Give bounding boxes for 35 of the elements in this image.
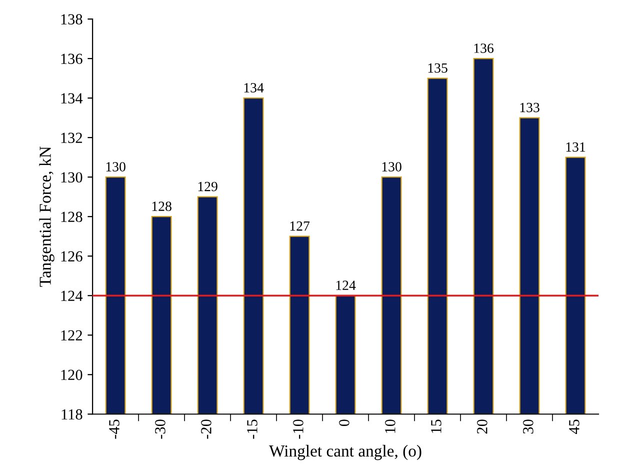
x-axis-title: Winglet cant angle, (o) [269, 444, 422, 460]
x-tick-label: 0 [339, 420, 350, 426]
x-tick-label: -10 [293, 420, 304, 439]
data-label: 134 [244, 83, 264, 92]
y-tick-label: 126 [61, 251, 82, 262]
data-label: 124 [336, 280, 356, 290]
data-label: 130 [106, 162, 126, 172]
y-tick-label: 138 [61, 14, 82, 24]
data-label: 130 [382, 162, 402, 172]
data-label: 131 [566, 142, 586, 152]
data-label: 128 [152, 202, 172, 211]
x-tick-label: -30 [155, 420, 166, 439]
x-tick-label: 15 [431, 420, 442, 433]
x-tick-label: 10 [385, 420, 396, 433]
y-tick-label: 134 [61, 93, 83, 104]
x-tick-label: 30 [523, 420, 534, 434]
data-label: 127 [290, 221, 310, 231]
y-axis-title: Tangential Force, kN [39, 146, 54, 287]
x-tick-label: -15 [247, 420, 258, 439]
y-tick-label: 120 [61, 370, 82, 380]
x-tick-label: 45 [569, 420, 580, 434]
data-label: 135 [428, 63, 448, 73]
y-tick-label: 130 [61, 172, 82, 183]
y-tick-label: 136 [61, 54, 82, 64]
x-tick-label: 20 [477, 420, 488, 434]
data-label: 136 [474, 44, 494, 53]
y-tick-label: 124 [61, 290, 83, 301]
y-tick-label: 122 [61, 330, 82, 340]
y-tick-label: 128 [61, 212, 82, 222]
x-tick-label: -20 [201, 420, 212, 439]
data-label: 129 [198, 182, 218, 192]
x-tick-label: -45 [109, 420, 120, 439]
y-tick-label: 132 [61, 132, 82, 144]
data-label: 133 [520, 102, 540, 112]
y-tick-label: 118 [62, 409, 82, 420]
